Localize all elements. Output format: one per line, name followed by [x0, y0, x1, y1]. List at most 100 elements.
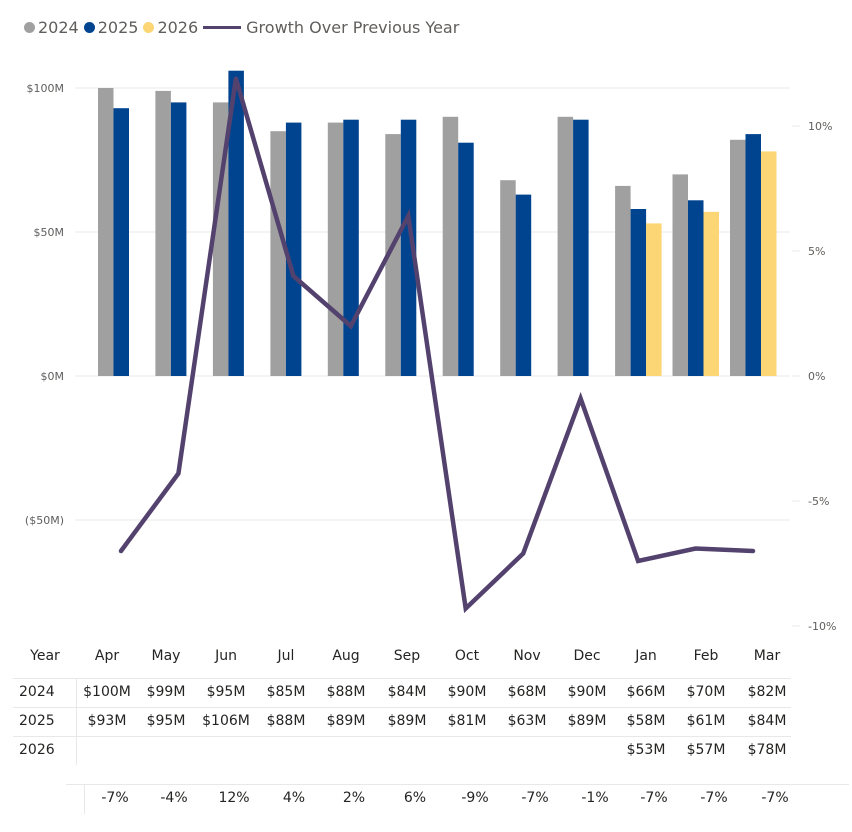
table-cell: $89M [387, 713, 427, 729]
right-axis-tick-label: 0% [808, 370, 825, 383]
bar-2025-Apr[interactable] [113, 108, 130, 376]
table-cell: $89M [567, 713, 607, 729]
table-growth-cell: -7% [640, 790, 668, 806]
growth-point-Feb[interactable] [693, 546, 698, 551]
bar-2026-Mar[interactable] [761, 151, 777, 376]
table-divider [66, 784, 849, 785]
table-growth-cell: 4% [282, 790, 306, 806]
table-divider [13, 678, 791, 679]
chart-legend: 2024 2025 2026 Growth Over Previous Year [24, 14, 464, 40]
right-axis-tick-label: -10% [808, 620, 836, 633]
growth-point-Apr[interactable] [119, 549, 123, 553]
table-growth-cell: -7% [521, 790, 549, 806]
legend-label: 2025 [97, 17, 139, 37]
table-cell: $90M [447, 684, 487, 700]
table-cell: $95M [146, 713, 186, 729]
legend-item-2025[interactable]: 2025 [83, 17, 139, 37]
table-divider [13, 707, 791, 708]
table-header-month: Jun [215, 648, 237, 664]
bar-2024-Apr[interactable] [98, 88, 114, 376]
growth-point-Jul[interactable] [291, 274, 296, 278]
table-cell: $95M [206, 684, 246, 700]
table-header-year: Year [30, 648, 60, 664]
legend-item-2026[interactable]: 2026 [143, 18, 198, 37]
combo-chart: $100M $50M $0M ($50M) 10% 5% 0% -5% -10% [25, 70, 836, 633]
table-cell: $84M [387, 684, 427, 700]
table-header-month: Nov [513, 648, 541, 664]
table-divider [76, 678, 77, 765]
bar-2024-Nov[interactable] [500, 180, 516, 376]
growth-point-Nov[interactable] [521, 551, 526, 556]
table-cell: $84M [747, 713, 787, 729]
growth-point-Dec[interactable] [578, 396, 583, 401]
table-cell: $106M [202, 713, 250, 729]
right-axis-tick-label: -5% [808, 495, 829, 508]
table-cell: $53M [626, 742, 666, 758]
bar-2024-Feb[interactable] [672, 174, 689, 376]
growth-line[interactable] [118, 77, 756, 614]
table-header-month: Jul [277, 648, 295, 664]
growth-point-Aug[interactable] [348, 324, 353, 328]
table-growth-cell: -4% [160, 790, 188, 806]
table-cell: $58M [626, 713, 666, 729]
table-header-month: Feb [693, 648, 719, 664]
left-axis-tick-label: ($50M) [25, 514, 64, 527]
table-cell: $82M [747, 684, 787, 700]
bar-2024-Sep[interactable] [385, 134, 401, 376]
table-growth-cell: 2% [342, 790, 366, 806]
table-header-month: Dec [573, 648, 601, 664]
bar-2025-Sep[interactable] [400, 119, 417, 376]
bar-2025-Feb[interactable] [688, 200, 704, 376]
legend-item-2024[interactable]: 2024 [24, 18, 79, 37]
bar-2024-Jul[interactable] [270, 131, 286, 376]
bar-2025-Oct[interactable] [458, 142, 474, 376]
left-axis-tick-label: $100M [27, 82, 65, 95]
left-axis-tick-label: $0M [41, 370, 65, 383]
bar-2025-Jul[interactable] [285, 122, 302, 376]
bar-2025-May[interactable] [170, 102, 187, 377]
legend-label: Growth Over Previous Year [246, 17, 460, 37]
table-cell: $99M [146, 684, 186, 700]
table-header-month: Jan [635, 648, 657, 664]
growth-point-May[interactable] [176, 471, 181, 476]
table-cell: $93M [87, 713, 127, 729]
table-cell: $66M [626, 684, 666, 700]
table-cell: $90M [567, 684, 607, 700]
bar-2026-Feb[interactable] [703, 211, 720, 376]
table-row-year: 2024 [19, 684, 55, 700]
table-header-month: Mar [753, 648, 781, 664]
bar-2025-Dec[interactable] [573, 119, 589, 376]
bar-2024-Jan[interactable] [615, 185, 631, 376]
bar-2026-Jan[interactable] [646, 223, 662, 376]
table-cell: $70M [686, 684, 726, 700]
table-growth-cell: 6% [403, 790, 427, 806]
table-divider [84, 784, 85, 814]
table-growth-cell: -9% [461, 790, 489, 806]
growth-point-Sep[interactable] [406, 214, 411, 218]
growth-point-Mar[interactable] [751, 549, 755, 553]
table-header-month: Aug [332, 648, 360, 664]
table-cell: $100M [83, 684, 131, 700]
right-axis-tick-label: 5% [808, 245, 825, 258]
legend-dot-icon [143, 21, 155, 33]
bar-2024-Oct[interactable] [442, 116, 459, 377]
bar-2025-Jun[interactable] [228, 70, 244, 376]
bar-2025-Jan[interactable] [630, 209, 647, 376]
table-cell: $88M [266, 713, 306, 729]
table-row-year: 2025 [19, 713, 55, 729]
bar-2025-Nov[interactable] [515, 194, 532, 376]
bar-2024-May[interactable] [155, 90, 171, 377]
left-axis-tick-label: $50M [34, 226, 65, 239]
bar-2024-Mar[interactable] [730, 139, 746, 376]
table-growth-cell: -7% [761, 790, 789, 806]
bar-2025-Aug[interactable] [343, 119, 359, 376]
growth-point-Jan[interactable] [636, 559, 641, 563]
legend-item-growth[interactable]: Growth Over Previous Year [203, 18, 459, 37]
bar-2024-Aug[interactable] [327, 122, 344, 376]
bar-2025-Mar[interactable] [745, 134, 762, 376]
table-cell: $85M [266, 684, 306, 700]
table-cell: $63M [507, 713, 547, 729]
bar-2024-Dec[interactable] [557, 116, 574, 377]
growth-point-Oct[interactable] [463, 606, 468, 611]
growth-point-Jun[interactable] [233, 76, 238, 81]
